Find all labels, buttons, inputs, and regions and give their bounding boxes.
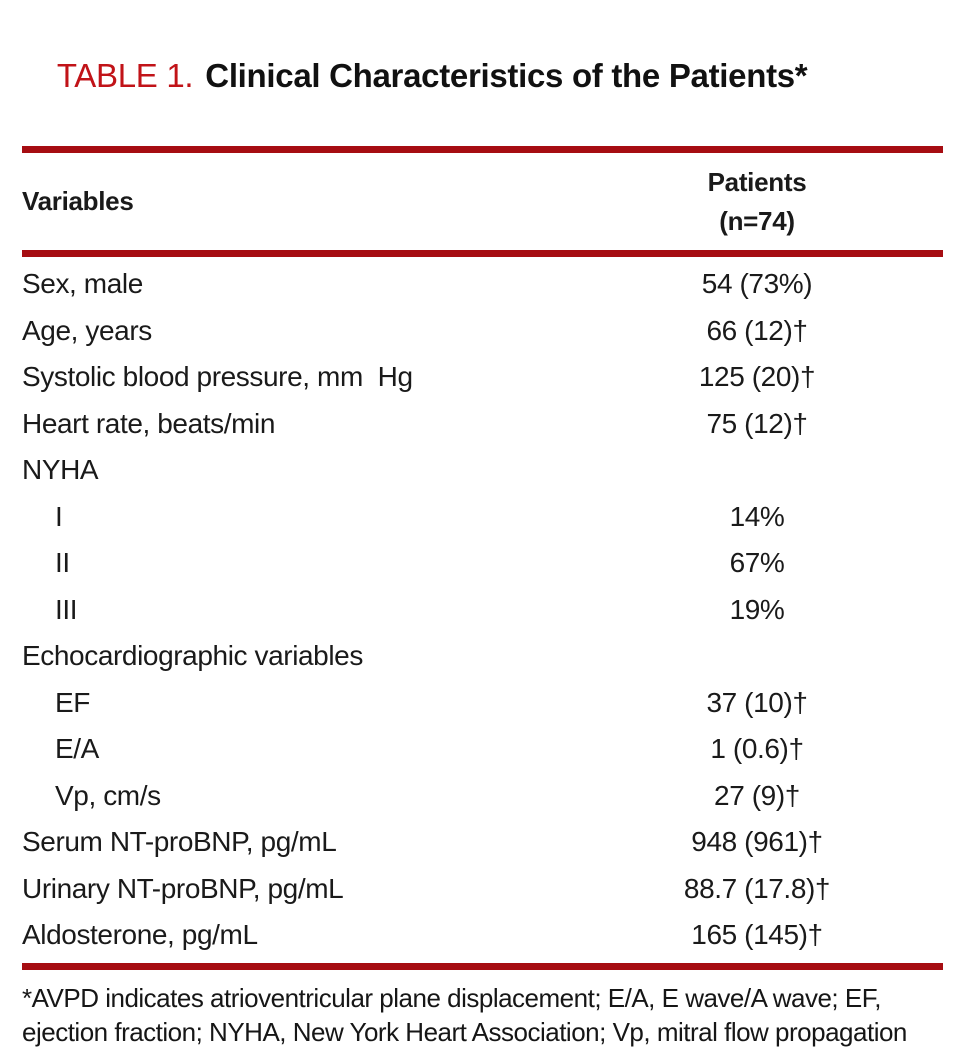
row-value: 19% <box>729 593 785 625</box>
table-row: I 14% <box>22 494 943 541</box>
row-value: 54 (73%) <box>701 268 813 300</box>
footnotes: *AVPD indicates atrioventricular plane d… <box>22 981 943 1050</box>
column-header-patients: Patients (n=74) <box>542 163 961 241</box>
row-value: 165 (145)† <box>691 919 823 951</box>
table-row: Heart rate, beats/min 75 (12)† <box>22 401 943 448</box>
table-number: TABLE 1. <box>56 57 194 94</box>
row-value: 1 (0.6)† <box>710 733 804 765</box>
row-value: 125 (20)† <box>698 361 816 393</box>
column-header-variables: Variables <box>22 186 134 216</box>
table-body: Sex, male 54 (73%) Age, years 66 (12)† S… <box>22 257 943 963</box>
row-label: II <box>55 547 70 579</box>
table-row: Vp, cm/s 27 (9)† <box>22 773 943 820</box>
row-value: 14% <box>729 500 785 532</box>
row-label: Urinary NT-proBNP, pg/mL <box>22 872 344 904</box>
row-label: E/A <box>55 733 99 765</box>
row-value: 948 (961)† <box>691 826 823 858</box>
row-value: 37 (10)† <box>706 686 808 718</box>
table-row: Urinary NT-proBNP, pg/mL 88.7 (17.8)† <box>22 866 943 913</box>
row-label: Systolic blood pressure, mm Hg <box>22 361 413 393</box>
row-value: 88.7 (17.8)† <box>683 872 831 904</box>
row-label: EF <box>55 686 90 718</box>
row-label: Serum NT-proBNP, pg/mL <box>22 826 337 858</box>
table-row: Serum NT-proBNP, pg/mL 948 (961)† <box>22 819 943 866</box>
table-caption: Clinical Characteristics of the Patients… <box>205 57 808 94</box>
row-label: NYHA <box>22 454 99 486</box>
table-row: E/A 1 (0.6)† <box>22 726 943 773</box>
footnote-abbreviations: *AVPD indicates atrioventricular plane d… <box>22 982 907 1047</box>
table-row: Aldosterone, pg/mL 165 (145)† <box>22 912 943 959</box>
table-header-row: Variables Patients (n=74) <box>22 153 943 250</box>
row-label: III <box>55 593 78 625</box>
row-label: Age, years <box>22 314 152 346</box>
table-row: II 67% <box>22 540 943 587</box>
row-label: Echocardiographic variables <box>22 640 363 672</box>
row-label: Vp, cm/s <box>55 779 161 811</box>
row-label: Sex, male <box>22 268 143 300</box>
table-row: III 19% <box>22 587 943 634</box>
footer-rule <box>22 962 943 970</box>
table-row-section: NYHA <box>22 447 943 494</box>
table-row: Sex, male 54 (73%) <box>22 261 943 308</box>
header-rule <box>22 250 943 257</box>
patients-header-line2: (n=74) <box>719 205 795 236</box>
row-value: 66 (12)† <box>706 314 808 346</box>
table-title: TABLE 1. Clinical Characteristics of the … <box>22 0 943 139</box>
top-rule <box>22 146 943 153</box>
row-label: Heart rate, beats/min <box>22 407 276 439</box>
row-value: 75 (12)† <box>706 407 808 439</box>
row-value: 27 (9)† <box>714 779 800 811</box>
table-row-section: Echocardiographic variables <box>22 633 943 680</box>
row-label: Aldosterone, pg/mL <box>22 919 258 951</box>
row-label: I <box>55 500 63 532</box>
patients-header-line1: Patients <box>707 166 807 197</box>
table-row: Age, years 66 (12)† <box>22 308 943 355</box>
table-row: Systolic blood pressure, mm Hg 125 (20)† <box>22 354 943 401</box>
row-value: 67% <box>729 547 785 579</box>
table-row: EF 37 (10)† <box>22 680 943 727</box>
